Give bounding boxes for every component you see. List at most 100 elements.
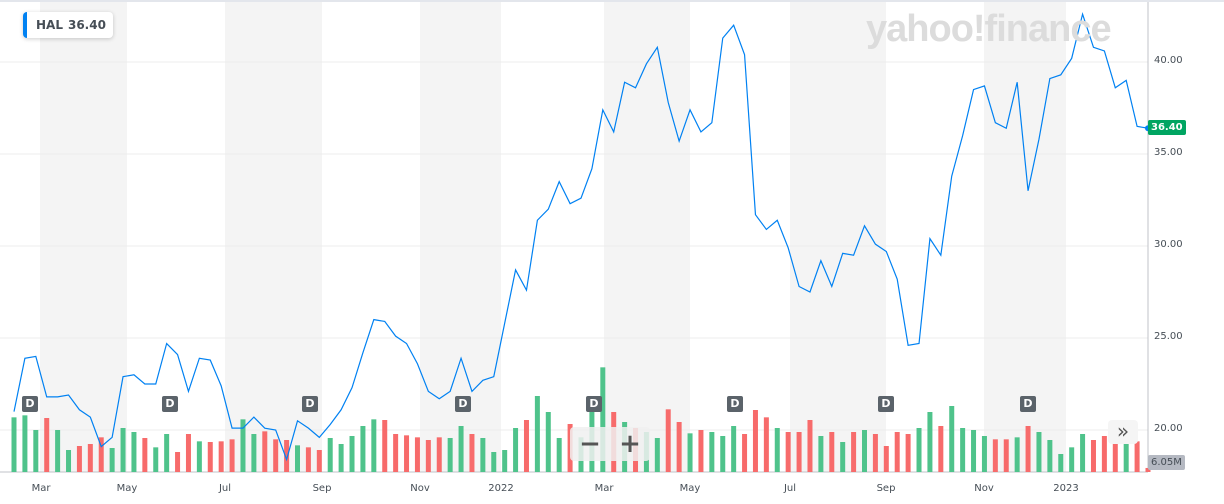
y-tick-label: 30.00 — [1154, 239, 1183, 250]
dividend-marker[interactable]: D — [22, 396, 38, 412]
volume-bar — [742, 434, 748, 472]
volume-bar — [142, 438, 148, 472]
ticker-label[interactable]: HAL 36.40 — [23, 12, 113, 38]
volume-bar — [1014, 437, 1020, 472]
volume-bar — [905, 434, 911, 472]
volume-bar — [949, 406, 955, 472]
volume-bar — [1145, 467, 1151, 472]
volume-bar — [818, 436, 824, 472]
scroll-right-button[interactable]: » — [1108, 420, 1138, 444]
volume-bar — [829, 432, 835, 472]
volume-bar — [709, 432, 715, 472]
volume-bar — [731, 426, 737, 472]
volume-bar — [207, 442, 213, 472]
volume-bar — [164, 434, 170, 472]
volume-bar — [44, 418, 50, 472]
volume-bar — [1036, 432, 1042, 472]
volume-bar — [425, 440, 431, 472]
y-tick-label: 40.00 — [1154, 55, 1183, 66]
ticker-price: 36.40 — [67, 18, 106, 32]
volume-bar — [262, 431, 268, 472]
volume-bar — [1069, 447, 1075, 472]
volume-bar — [872, 434, 878, 472]
volume-bar — [240, 419, 246, 472]
volume-bar — [55, 430, 61, 472]
volume-bar — [534, 396, 540, 472]
volume-bar — [523, 420, 529, 472]
x-tick-label: Mar — [31, 483, 51, 494]
volume-bar — [1134, 441, 1140, 472]
volume-bar — [752, 410, 758, 472]
volume-bar — [153, 447, 159, 472]
volume-bar — [556, 438, 562, 472]
dividend-marker[interactable]: D — [727, 396, 743, 412]
x-tick-label: May — [679, 483, 701, 494]
y-tick-label: 20.00 — [1154, 423, 1183, 434]
x-tick-label: Mar — [594, 483, 614, 494]
volume-bar — [382, 420, 388, 472]
volume-bar — [305, 447, 311, 472]
volume-bar — [851, 432, 857, 472]
month-band — [420, 2, 501, 472]
volume-bar — [76, 446, 82, 472]
volume-bar — [654, 438, 660, 472]
month-band — [604, 2, 690, 472]
volume-bar — [22, 415, 28, 472]
ticker-symbol: HAL — [36, 18, 63, 32]
volume-bar — [414, 437, 420, 472]
volume-bar — [1058, 454, 1064, 472]
volume-bar — [87, 444, 93, 472]
x-tick-label: 2022 — [488, 483, 514, 494]
volume-bar — [360, 426, 366, 472]
volume-bar — [273, 439, 279, 472]
x-tick-label: Jul — [783, 483, 797, 494]
volume-bar — [371, 419, 377, 472]
month-band — [790, 2, 886, 472]
volume-bar — [862, 430, 867, 472]
volume-bar — [491, 452, 497, 472]
yahoo-finance-watermark: yahoo!finance — [866, 8, 1112, 50]
volume-bar — [33, 430, 39, 472]
x-tick-label: 2023 — [1053, 483, 1079, 494]
volume-bar — [436, 437, 442, 472]
volume-bar — [229, 439, 235, 472]
month-band — [984, 2, 1066, 472]
volume-bar — [992, 439, 998, 472]
volume-bar — [120, 428, 126, 472]
zoom-in-button[interactable]: + — [619, 429, 641, 459]
month-band — [40, 2, 127, 472]
volume-bar — [1123, 434, 1129, 472]
dividend-marker[interactable]: D — [302, 396, 318, 412]
dividend-marker[interactable]: D — [162, 396, 178, 412]
volume-bar — [469, 434, 475, 472]
dividend-marker[interactable]: D — [1020, 396, 1036, 412]
volume-bar — [327, 438, 333, 472]
dividend-marker[interactable]: D — [455, 396, 471, 412]
volume-bar — [960, 428, 966, 472]
volume-bar — [720, 436, 726, 472]
volume-bar — [1025, 426, 1031, 472]
x-tick-label: Sep — [876, 483, 896, 494]
volume-bar — [687, 433, 693, 472]
volume-bar — [251, 434, 257, 472]
volume-bar — [916, 428, 922, 472]
volume-bar — [971, 430, 977, 472]
volume-bar — [513, 428, 519, 472]
volume-bar — [502, 450, 508, 472]
zoom-out-button[interactable]: − — [579, 429, 601, 459]
last-price-badge: 36.40 — [1148, 120, 1186, 135]
dividend-marker[interactable]: D — [586, 396, 602, 412]
volume-bar — [774, 428, 780, 472]
volume-bar — [109, 448, 115, 472]
dividend-marker[interactable]: D — [878, 396, 894, 412]
volume-bar — [600, 367, 606, 472]
zoom-controls: − + — [570, 427, 650, 461]
volume-bar — [447, 438, 453, 472]
volume-bar — [338, 444, 344, 472]
volume-bar — [545, 412, 551, 472]
volume-bar — [807, 420, 813, 472]
volume-bar — [1080, 434, 1086, 472]
volume-bar — [404, 435, 410, 472]
